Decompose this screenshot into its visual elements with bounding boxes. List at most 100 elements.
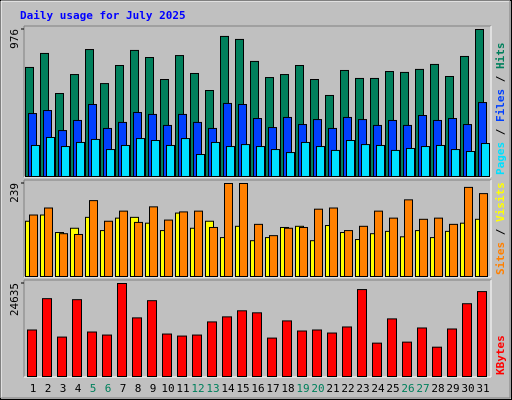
bar [194, 210, 203, 277]
bar [344, 230, 353, 277]
bar [391, 149, 400, 178]
bar [301, 141, 310, 177]
bar [359, 225, 368, 277]
legend-separator: / [494, 222, 507, 242]
x-tick-label: 19 [296, 382, 309, 395]
bar [44, 207, 53, 278]
x-tick-label: 26 [401, 382, 414, 395]
bar [406, 147, 415, 177]
legend-entry: Pages [494, 142, 507, 175]
bar [209, 226, 218, 278]
bar [91, 138, 100, 178]
bar [192, 334, 202, 378]
bar [316, 146, 325, 177]
bar [421, 146, 430, 177]
legend-entry: Files [494, 89, 507, 122]
x-tick-label: 25 [386, 382, 399, 395]
bar [224, 183, 233, 277]
bar [181, 138, 190, 177]
x-tick-label: 31 [476, 382, 489, 395]
bar [42, 298, 52, 377]
x-tick-label: 23 [356, 382, 369, 395]
bar [271, 149, 280, 178]
bar [419, 218, 428, 277]
bar [151, 140, 160, 177]
bar [147, 300, 157, 377]
bar [136, 138, 145, 177]
bar [121, 144, 130, 177]
bar [481, 143, 490, 177]
x-tick-label: 12 [191, 382, 204, 395]
bar [327, 332, 337, 378]
x-tick-label: 2 [45, 382, 52, 395]
bar [27, 329, 37, 377]
x-tick-label: 7 [120, 382, 127, 395]
x-tick-label: 20 [311, 382, 324, 395]
bar [417, 327, 427, 377]
bar [404, 199, 413, 277]
bar [282, 320, 292, 377]
bar [177, 335, 187, 377]
x-tick-label: 27 [416, 382, 429, 395]
bar [252, 312, 262, 378]
bar [102, 334, 112, 378]
x-tick-label: 30 [461, 382, 474, 395]
bar [239, 183, 248, 277]
bar [477, 291, 487, 378]
bar [179, 211, 188, 277]
y-tick-label: 24635 [8, 283, 21, 316]
bar [342, 326, 352, 378]
bar [256, 146, 265, 177]
x-tick-label: 3 [60, 382, 67, 395]
chart-title: Daily usage for July 2025 [20, 9, 186, 22]
legend-entry: Hits [494, 43, 507, 70]
bar [162, 333, 172, 377]
x-tick-label: 17 [266, 382, 279, 395]
bar [211, 141, 220, 177]
bar [59, 233, 68, 278]
bar [31, 144, 40, 177]
legend-separator: / [494, 122, 507, 142]
bar [374, 210, 383, 277]
x-tick-label: 13 [206, 382, 219, 395]
bar [104, 220, 113, 277]
x-tick-label: 6 [105, 382, 112, 395]
legend-entry: Sites [494, 242, 507, 275]
bar [451, 149, 460, 178]
legend: KBytes [494, 335, 507, 375]
x-tick-label: 8 [135, 382, 142, 395]
bar [117, 283, 127, 377]
bar [237, 310, 247, 377]
x-tick-label: 24 [371, 382, 385, 395]
x-tick-label: 29 [446, 382, 459, 395]
x-tick-label: 11 [176, 382, 189, 395]
bar [297, 330, 307, 378]
bar [106, 149, 115, 178]
bar [164, 219, 173, 278]
bar [449, 223, 458, 277]
bar [346, 140, 355, 177]
y-tick-label: 239 [8, 183, 21, 203]
bar [76, 141, 85, 177]
x-tick-label: 21 [326, 382, 339, 395]
bar [149, 206, 158, 277]
bar [74, 233, 83, 278]
x-tick-label: 22 [341, 382, 354, 395]
bar [29, 214, 38, 277]
bar [196, 154, 205, 177]
bar [166, 144, 175, 177]
bar [284, 227, 293, 277]
bar [376, 144, 385, 177]
bar [447, 328, 457, 378]
bar [46, 136, 55, 178]
bar [434, 217, 443, 278]
x-tick-label: 28 [431, 382, 444, 395]
bar [226, 146, 235, 177]
bar [89, 200, 98, 277]
x-tick-label: 16 [251, 382, 264, 395]
bar [479, 193, 488, 277]
bar [72, 299, 82, 377]
legend-entry: KBytes [494, 335, 507, 375]
bar [134, 221, 143, 278]
